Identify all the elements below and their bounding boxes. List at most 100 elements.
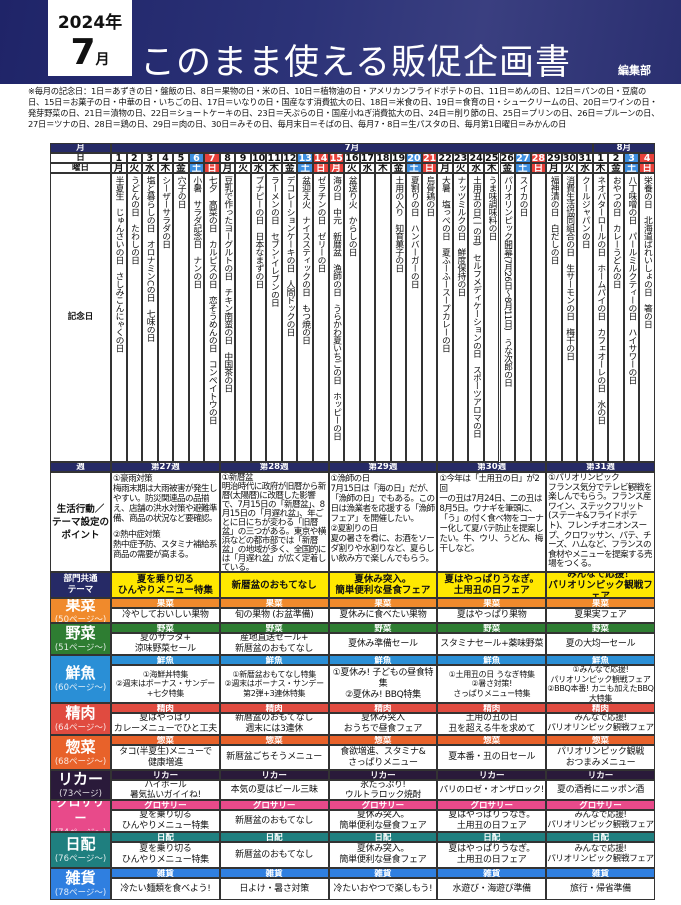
department-subheader: リカー [219,770,329,780]
department-subheader: 鮮魚 [437,655,547,665]
department-plan: 冷たいおやつで楽しもう! [328,878,438,900]
department-page: (73ページ) [59,789,102,799]
department-plan: 夏休み突入 おうちで昼食フェア [328,713,438,735]
department-subheader: 惣菜 [546,735,655,745]
day-number: 4 [639,153,655,163]
department-plan: 冷やしておいしい果物 [111,608,220,623]
point-title: ①豪雨対策 [113,474,153,484]
anniversary-list: スイカの日 [515,173,531,462]
department-label: 果菜 (50ページ～) [50,598,111,623]
department-plan: 新暦盆のおもてなし [219,842,329,868]
department-plan: 旬の果物 (お盆準備) [219,608,329,623]
weekday: 木 [266,163,282,173]
department-subheader: 野菜 [328,623,438,633]
department-subheader: 惣菜 [437,735,547,745]
anniversary-list: 栄養の日 北海道ばれいしょの日 箸の日 [639,173,655,462]
weekday: 土 [297,163,313,173]
weekday: 土 [406,163,422,173]
department-subheader: 日配 [546,832,655,842]
point-title: ①漁師の日 [330,474,371,484]
point-text: 明治時代に政府が旧暦から新暦(太陽暦)に改暦した影響で、7月15日の「新暦盆」、… [221,482,327,572]
day-number: 4 [157,153,174,163]
department-subheader: 果菜 [111,598,220,608]
anniversary-list: うどんの日 たわしの日 [126,173,143,462]
department-subheader: 日配 [328,832,438,842]
department-plan: 夏はやっぱり果物 [437,608,547,623]
point-title: ①今年は「土用丑の日」が2回 [439,474,540,494]
department-subheader: 日配 [219,832,329,842]
week-header: 第30週 [437,462,547,472]
anniversary-list: 塩と暮らしの日 オロナミンCの日 七味の日 [142,173,158,462]
department-subheader: 野菜 [111,623,220,633]
department-subheader: 野菜 [546,623,655,633]
department-plan: 夏の大均一セール [546,633,655,655]
day-number: 20 [406,153,422,163]
weekday: 水 [359,163,376,173]
weekday: 日 [204,163,220,173]
day-number: 8 [219,153,236,163]
common-theme: みんなで応援！ パリオリンピック観戦フェア [546,572,655,598]
department-subheader: グロサリー [437,800,547,810]
department-plan: パリのロゼ・オンザロック! [437,780,547,800]
department-plan: 冷たい麺類を食べよう! [111,878,220,900]
department-label: 日配 (76ページ～) [50,832,111,868]
department-page: (64ページ～) [54,723,107,733]
weekday: 水 [250,163,267,173]
point-text: 7月15日は「海の日」だが、「漁師の日」でもある。この日は漁業者を応援する「漁師… [330,484,436,524]
weekday-label: 曜日 [50,163,111,173]
anniversary-list: おやつの日 カレーうどんの日 [608,173,624,462]
anniversary-list [359,173,376,462]
department-subheader: 雑貨 [328,868,438,878]
page-title: このまま使える販促企画書 [140,43,571,83]
department-name: 雑貨 [65,869,96,887]
department-subheader: 果菜 [328,598,438,608]
common-theme: 新暦盆のおもてなし [219,572,329,598]
anniversary-list: 海の日 中元 新暦盆 漁師の日 うらかわ夏いちごの日 ホッピーの日 [328,173,345,462]
department-page: (60ページ～) [54,683,107,693]
department-name: リカー [57,770,103,788]
department-plan: 日よけ・暑さ対策 [219,878,329,900]
anniversary-list: 小暑 サラダ記念日 ナンの日 [188,173,205,462]
anniversary-list: 土用丑の日(一の丑) セルフメディケーションの日 スポーツアロマの日 [468,173,484,462]
department-plan: 夏果実フェア [546,608,655,623]
department-subheader: 雑貨 [219,868,329,878]
weekday: 日 [530,163,547,173]
department-plan: 氷たっぷり! ウルトラロック焼酎 [328,780,438,800]
day-number: 17 [359,153,376,163]
department-label: リカー (73ページ) [50,770,111,800]
year: 2024年 [57,13,123,33]
point-text: 夏の暑さを肴に、お酒をソーダ割りや水割りなど、夏らしい飲み方で楽しんでもらう。 [330,534,435,564]
point-title: ①パリオリンピック [548,473,620,483]
department-subheader: 日配 [437,832,547,842]
anniversary-list: うま味調味料の日 [483,173,500,462]
anniversary-list: ブナピーの日 日本なまずの日 [250,173,267,462]
department-subheader: 精肉 [219,703,329,713]
day-number: 21 [421,153,438,163]
anniversary-list [235,173,251,462]
department-page: (68ページ～) [54,756,107,767]
department-plan: ①海鮮丼特集 ②週末はボーナス・サンデー +七夕特集 [111,665,220,703]
department-subheader: 鮮魚 [546,655,655,665]
month: 7月 [48,33,132,80]
department-plan: 夏はやっぱりうなぎ。 土用丑の日フェア [437,810,547,832]
weekday: 火 [561,163,578,173]
month-july: 7月 [111,143,593,153]
department-page: (78ページ～) [54,888,107,898]
department-plan: 夏はやっぱり カレーメニューでひと工夫 [111,713,220,735]
anniversary-list: 福神漬の日 白だしの日 [546,173,562,462]
department-plan: スタミナセール+薬味野菜 [437,633,547,655]
weekday: 金 [390,163,407,173]
common-theme-label: 部門共通 テーマ [50,572,111,598]
department-subheader: 日配 [111,832,220,842]
department-plan: 新暦盆ごちそうメニュー [219,745,329,770]
day-number: 22 [437,153,453,163]
anniversary-list [530,173,547,462]
department-subheader: 果菜 [546,598,655,608]
anniversary-list: 大暑 塩っぺの日 夏ふーふースープカレーの日 [437,173,453,462]
department-plan: 夏のサラダ+ 涼味野菜セール [111,633,220,655]
anniversary-list: 豆乳で作ったヨーグルトの日 チキン南蛮の日 中国茶の日 [219,173,236,462]
point-text: 熱中症予防、スタミナ補給系商品の需要が高まる。 [113,540,218,560]
department-plan: パリオリンピック観戦 おつまみメニュー [546,745,655,770]
day-number: 14 [313,153,329,163]
common-theme: 夏はやっぱりうなぎ。 土用丑の日フェア [437,572,547,598]
